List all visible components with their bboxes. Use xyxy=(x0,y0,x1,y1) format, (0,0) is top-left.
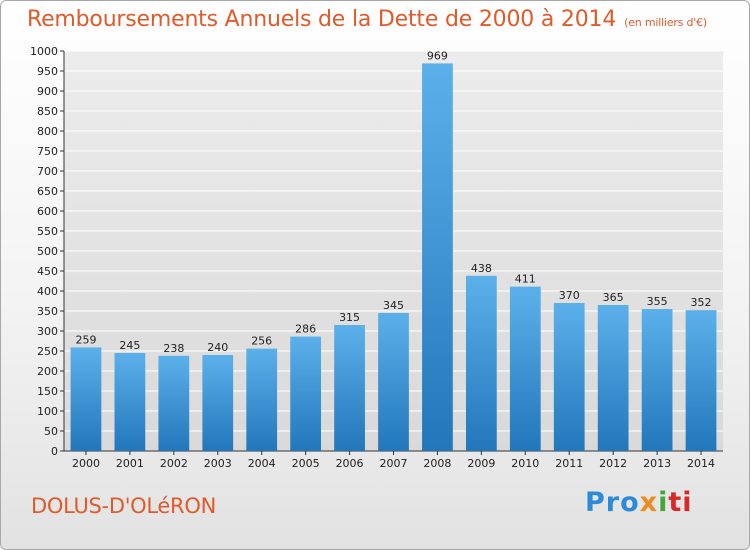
x-tick-label: 2013 xyxy=(643,457,671,470)
data-label: 352 xyxy=(691,296,712,309)
x-tick-label: 2002 xyxy=(160,457,188,470)
y-tick-label: 200 xyxy=(37,365,58,378)
brand-logo: Proxiti xyxy=(585,487,693,518)
chart-title-text: Remboursements Annuels de la Dette de 20… xyxy=(27,7,617,32)
bar xyxy=(509,286,541,451)
y-tick-label: 750 xyxy=(37,145,58,158)
data-label: 315 xyxy=(339,311,360,324)
data-label: 365 xyxy=(603,291,624,304)
bar xyxy=(553,303,585,451)
data-label: 256 xyxy=(251,335,272,348)
x-tick-label: 2014 xyxy=(687,457,715,470)
y-tick-label: 300 xyxy=(37,325,58,338)
x-tick-label: 2009 xyxy=(467,457,495,470)
y-tick-label: 50 xyxy=(44,425,58,438)
y-tick-label: 1000 xyxy=(30,45,58,58)
y-tick-label: 100 xyxy=(37,405,58,418)
commune-name: DOLUS-D'OLéRON xyxy=(31,494,216,518)
x-tick-label: 2011 xyxy=(555,457,583,470)
x-tick-label: 2008 xyxy=(423,457,451,470)
bar xyxy=(334,325,365,451)
y-tick-label: 800 xyxy=(37,125,58,138)
data-label: 245 xyxy=(119,339,140,352)
data-label: 969 xyxy=(427,49,448,62)
brand-logo-part: Pro xyxy=(585,487,640,518)
x-tick-label: 2004 xyxy=(248,457,276,470)
y-tick-label: 650 xyxy=(37,185,58,198)
data-label: 355 xyxy=(647,295,668,308)
bar xyxy=(597,305,629,451)
x-tick-label: 2003 xyxy=(204,457,232,470)
data-label: 240 xyxy=(207,341,228,354)
bar xyxy=(685,310,717,451)
y-tick-label: 850 xyxy=(37,105,58,118)
y-tick-label: 600 xyxy=(37,205,58,218)
y-tick-label: 450 xyxy=(37,265,58,278)
data-label: 259 xyxy=(75,333,96,346)
x-tick-label: 2006 xyxy=(336,457,364,470)
bar xyxy=(378,313,409,451)
y-tick-label: 0 xyxy=(51,445,58,458)
bar xyxy=(422,63,453,452)
y-tick-label: 700 xyxy=(37,165,58,178)
y-tick-label: 900 xyxy=(37,85,58,98)
y-tick-label: 400 xyxy=(37,285,58,298)
data-label: 345 xyxy=(383,299,404,312)
bar xyxy=(641,309,673,451)
brand-logo-part: x xyxy=(639,487,659,518)
y-tick-label: 950 xyxy=(37,65,58,78)
x-tick-label: 2000 xyxy=(72,457,100,470)
brand-logo-part: ti xyxy=(668,487,693,518)
x-tick-label: 2010 xyxy=(511,457,539,470)
y-tick-label: 250 xyxy=(37,345,58,358)
bar xyxy=(202,355,234,451)
data-label: 370 xyxy=(559,289,580,302)
x-tick-label: 2001 xyxy=(116,457,144,470)
data-label: 238 xyxy=(163,342,184,355)
data-label: 411 xyxy=(515,273,536,286)
bar xyxy=(246,348,278,451)
x-tick-label: 2012 xyxy=(599,457,627,470)
x-tick-label: 2007 xyxy=(380,457,408,470)
y-tick-label: 350 xyxy=(37,305,58,318)
bar xyxy=(114,353,146,451)
data-label: 286 xyxy=(295,323,316,336)
bar xyxy=(290,336,322,451)
y-tick-label: 500 xyxy=(37,245,58,258)
bar xyxy=(70,347,102,451)
bar xyxy=(158,355,190,451)
data-label: 438 xyxy=(471,262,492,275)
chart-title: Remboursements Annuels de la Dette de 20… xyxy=(27,7,707,32)
bar xyxy=(465,275,497,451)
y-tick-label: 550 xyxy=(37,225,58,238)
x-tick-label: 2005 xyxy=(292,457,320,470)
chart-unit: (en milliers d'€) xyxy=(624,16,708,29)
y-tick-label: 150 xyxy=(37,385,58,398)
brand-logo-part: i xyxy=(658,487,669,518)
